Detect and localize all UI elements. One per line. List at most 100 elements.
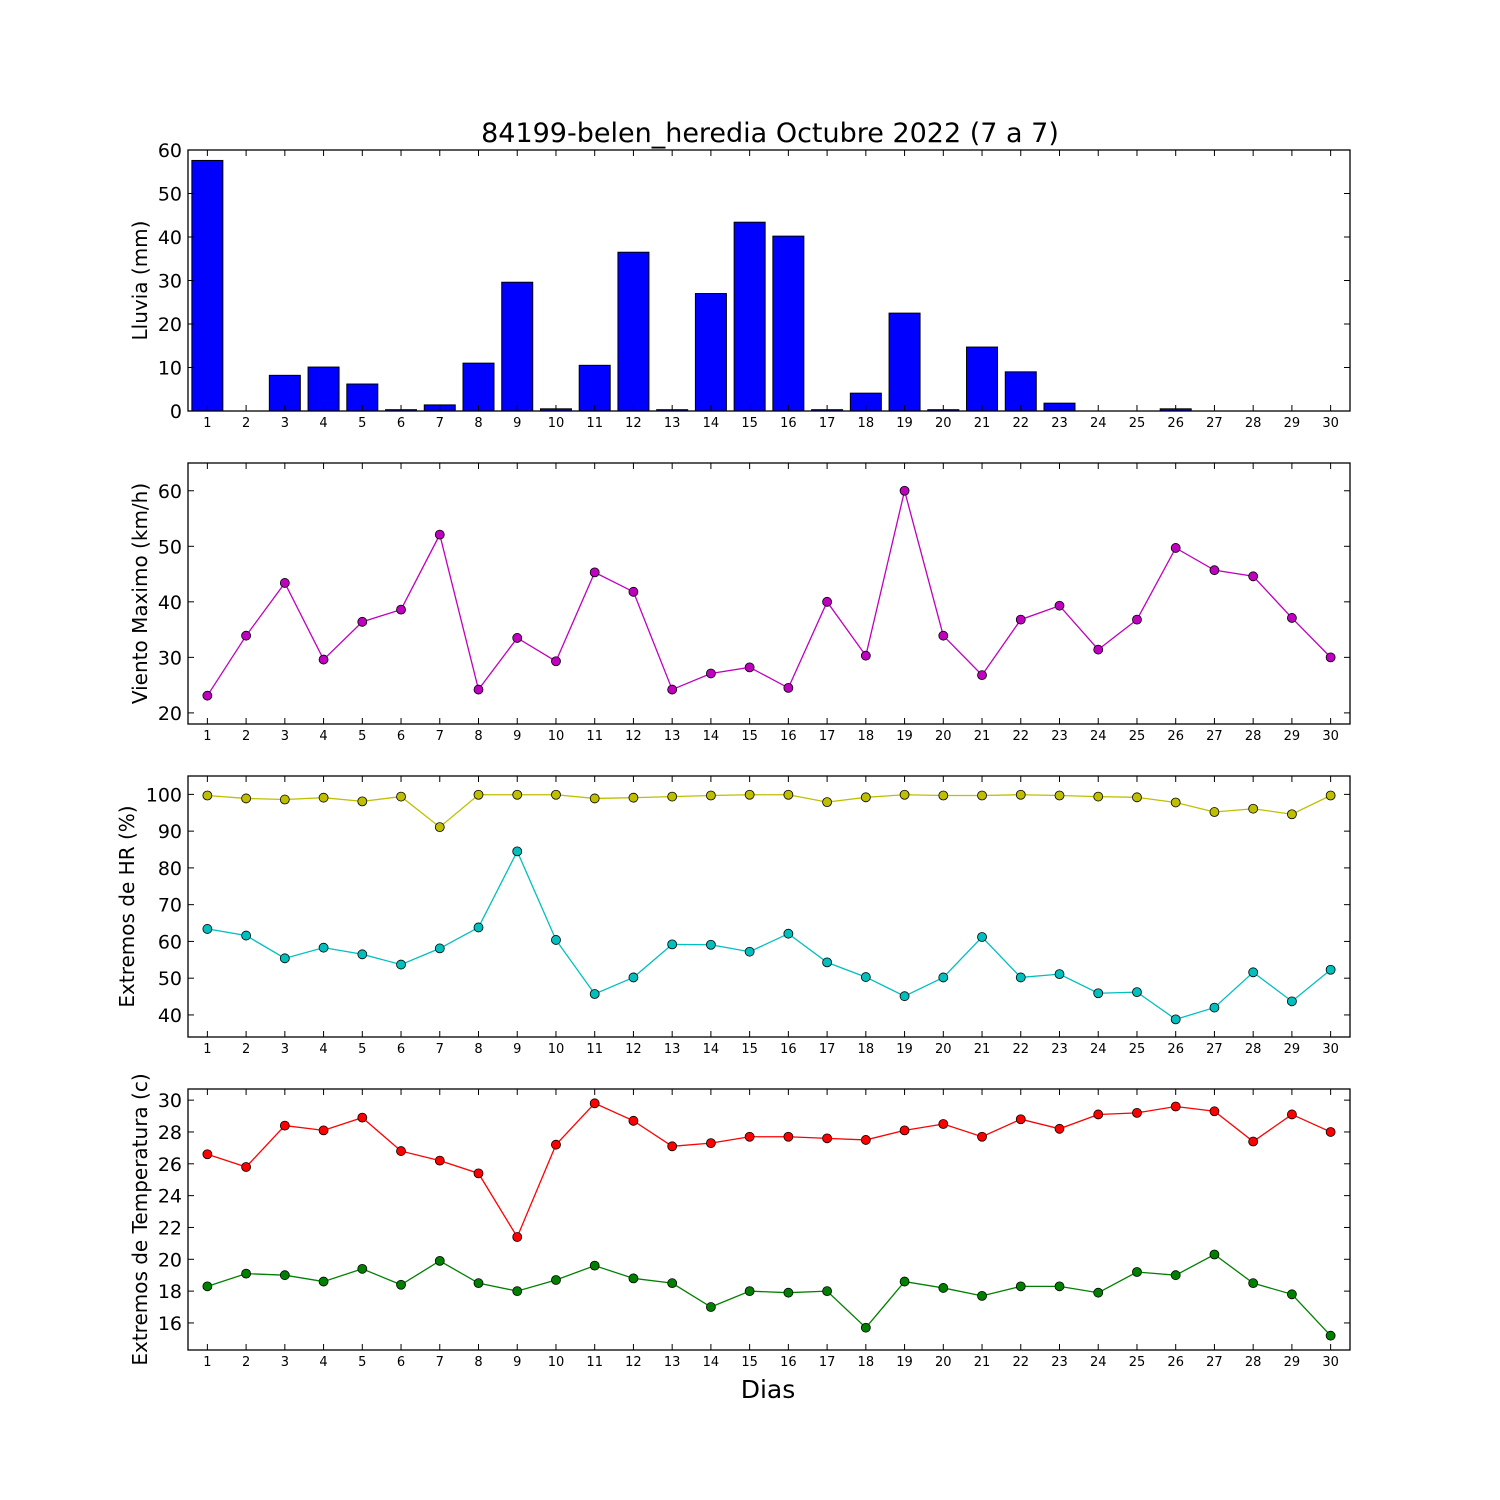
data-point-1-day-7 (434, 822, 445, 832)
x-tick-label: 21 (974, 1042, 991, 1057)
x-tick-label: 24 (1090, 416, 1107, 431)
y-tick-label: 30 (158, 647, 182, 669)
data-point-1-day-26 (1170, 797, 1181, 808)
x-tick-label: 8 (474, 1355, 482, 1370)
x-tick-label: 9 (513, 729, 521, 744)
y-tick-label: 18 (158, 1281, 182, 1303)
x-tick-label: 19 (896, 1355, 913, 1370)
x-tick-label: 15 (741, 1042, 758, 1057)
x-tick-label: 17 (819, 1355, 836, 1370)
x-tick-label: 20 (935, 1355, 952, 1370)
data-point-1-day-22 (1015, 614, 1026, 625)
data-point-1-day-28 (1248, 571, 1259, 582)
data-point-1-day-18 (860, 1135, 871, 1145)
data-point-1-day-4 (318, 654, 329, 665)
subplot-3: 1 2 3 4 5 6 7 8 9 10 11 12 13 14 15 16 17 18 19 20 21 22 23 24 2… (115, 775, 1351, 1057)
x-tick-label: 30 (1322, 416, 1339, 431)
x-tick-label: 6 (397, 1042, 405, 1057)
series-line-1 (207, 1102, 1331, 1239)
x-tick-label: 26 (1167, 1042, 1184, 1057)
data-point-2-day-9 (512, 1286, 523, 1297)
x-tick-label: 17 (819, 416, 836, 431)
data-point-1-day-7 (434, 529, 445, 540)
data-point-1-day-23 (1054, 1123, 1065, 1134)
bar-day-22 (1004, 371, 1037, 412)
data-point-2-day-10 (551, 935, 561, 945)
x-tick-label: 28 (1245, 416, 1262, 431)
x-tick-label: 28 (1245, 1042, 1262, 1057)
data-point-1-day-7 (434, 1155, 445, 1166)
y-tick-label: 50 (158, 536, 182, 558)
data-point-2-day-7 (434, 1255, 445, 1266)
x-tick-label: 11 (586, 729, 603, 744)
data-point-1-day-11 (589, 1098, 600, 1109)
data-point-1-day-17 (822, 797, 832, 807)
data-point-2-day-21 (977, 932, 987, 942)
data-point-1-day-2 (241, 793, 252, 804)
data-point-1-day-10 (551, 656, 561, 667)
x-tick-label: 24 (1090, 1042, 1107, 1057)
x-tick-label: 7 (436, 1355, 444, 1370)
data-point-2-day-6 (396, 959, 406, 970)
data-point-1-day-13 (667, 684, 678, 695)
data-point-2-day-4 (318, 942, 329, 953)
x-tick-label: 24 (1090, 1355, 1107, 1370)
x-tick-label: 7 (436, 1042, 444, 1057)
data-point-1-day-5 (357, 796, 368, 807)
data-point-1-day-1 (202, 790, 213, 801)
data-point-2-day-16 (783, 928, 794, 939)
data-point-1-day-15 (744, 662, 755, 673)
x-tick-label: 18 (858, 1355, 875, 1370)
y-tick-label: 60 (158, 140, 182, 162)
data-point-1-day-16 (783, 683, 794, 693)
data-point-2-day-20 (938, 1283, 949, 1293)
x-tick-label: 28 (1245, 1355, 1262, 1370)
x-tick-label: 1 (203, 1042, 211, 1057)
data-point-2-day-29 (1287, 996, 1297, 1007)
data-point-2-day-22 (1015, 972, 1026, 983)
data-point-2-day-2 (241, 1268, 252, 1279)
data-point-2-day-7 (434, 943, 445, 954)
y-tick-label: 0 (170, 401, 182, 423)
data-point-1-day-28 (1248, 1136, 1259, 1147)
y-tick-label: 40 (158, 592, 182, 614)
data-point-1-day-2 (241, 1162, 252, 1172)
x-tick-label: 7 (436, 416, 444, 431)
data-point-1-day-29 (1287, 1109, 1297, 1120)
data-point-1-day-17 (822, 596, 832, 607)
data-point-2-day-21 (977, 1290, 987, 1301)
x-tick-label: 12 (625, 1355, 642, 1370)
subplot-2: 1 2 3 4 5 6 7 8 9 10 11 12 13 14 15 16 17 18 19 20 21 22 23 24 2… (128, 462, 1351, 744)
data-point-2-day-17 (822, 957, 832, 968)
data-point-1-day-24 (1093, 644, 1104, 655)
data-point-1-day-6 (396, 791, 406, 802)
data-point-1-day-22 (1015, 1114, 1026, 1125)
data-point-2-day-25 (1132, 1267, 1142, 1277)
x-tick-label: 15 (741, 729, 758, 744)
x-tick-label: 20 (935, 729, 952, 744)
data-point-2-day-19 (899, 991, 910, 1002)
y-axis-label: Extremos de Temperatura (c) (128, 1073, 152, 1365)
data-point-2-day-22 (1015, 1281, 1026, 1292)
x-tick-label: 3 (281, 729, 289, 744)
y-tick-label: 30 (158, 1090, 182, 1112)
data-point-1-day-6 (396, 1146, 406, 1156)
data-point-1-day-10 (551, 1139, 561, 1150)
y-tick-label: 40 (158, 227, 182, 249)
data-point-2-day-11 (589, 1260, 600, 1271)
data-point-2-day-8 (473, 1278, 484, 1289)
data-point-1-day-5 (357, 616, 368, 627)
x-tick-label: 25 (1129, 1042, 1146, 1057)
data-point-1-day-16 (783, 789, 794, 800)
x-tick-label: 6 (397, 729, 405, 744)
chart-title: 84199-belen_heredia Octubre 2022 (7 a 7) (481, 118, 1059, 149)
data-point-1-day-25 (1132, 1107, 1142, 1118)
y-axis-label: Lluvia (mm) (128, 221, 152, 341)
x-tick-label: 23 (1051, 416, 1068, 431)
data-point-1-day-10 (551, 789, 561, 800)
data-point-1-day-18 (860, 650, 871, 661)
x-tick-label: 22 (1012, 1355, 1029, 1370)
x-tick-label: 2 (242, 729, 250, 744)
data-point-2-day-3 (279, 1270, 290, 1281)
x-tick-label: 11 (586, 1042, 603, 1057)
